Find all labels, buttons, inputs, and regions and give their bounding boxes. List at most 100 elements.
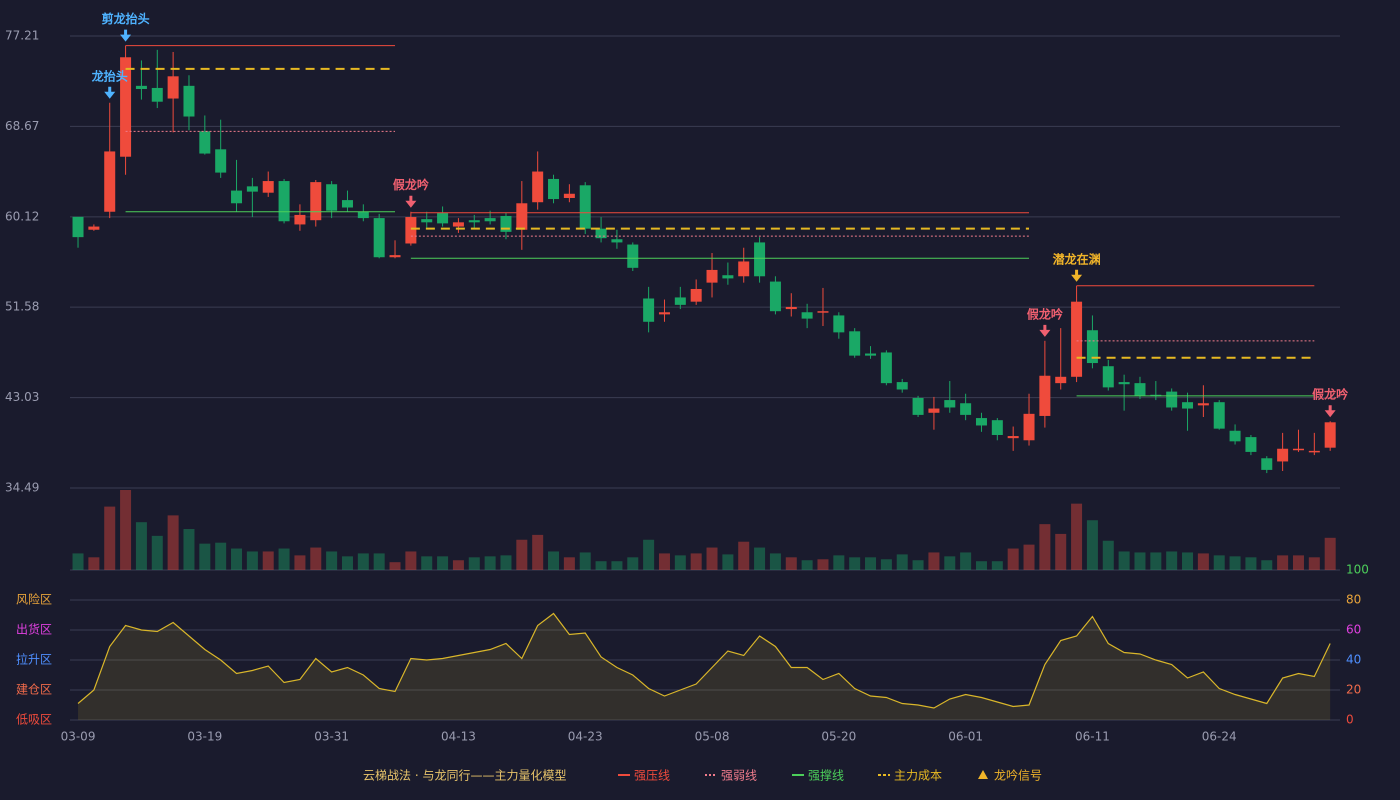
- volume-bar: [294, 555, 306, 570]
- volume-bar: [1292, 555, 1304, 570]
- candle-body: [690, 288, 702, 302]
- volume-bar: [389, 562, 401, 570]
- signal-label: 剪龙抬头: [102, 11, 150, 26]
- volume-bar: [88, 557, 100, 570]
- volume-bar: [310, 547, 322, 570]
- volume-bar: [1071, 503, 1083, 570]
- legend-label: 强撑线: [808, 768, 844, 783]
- candle-body: [880, 352, 892, 384]
- volume-bar: [1277, 555, 1289, 570]
- x-tick-label: 06-24: [1202, 730, 1237, 744]
- volume-bar: [72, 553, 84, 570]
- volume-bar: [500, 555, 512, 570]
- volume-bar: [120, 490, 132, 570]
- candle-body: [1166, 391, 1178, 408]
- candle-body: [1023, 413, 1035, 441]
- volume-bar: [706, 547, 718, 570]
- volume-bar: [278, 548, 290, 570]
- candle-body: [421, 219, 433, 223]
- osc-line: [77, 612, 1331, 709]
- zone-label: 风险区: [16, 592, 52, 607]
- candle-body: [658, 312, 670, 315]
- volume-bar: [484, 556, 496, 570]
- candle-body: [1182, 402, 1194, 409]
- candle-body: [167, 76, 179, 99]
- candle-body: [960, 403, 972, 415]
- candle-body: [579, 185, 591, 229]
- volume-bar: [611, 561, 623, 570]
- osc-tick-label: 80: [1346, 593, 1361, 607]
- candle-body: [389, 255, 401, 258]
- candle-body: [452, 222, 464, 227]
- candle-body: [1229, 430, 1241, 442]
- candle-body: [231, 190, 243, 204]
- candle-body: [1308, 450, 1320, 453]
- volume-bar: [246, 551, 258, 570]
- volume-bar: [865, 557, 877, 570]
- volume-bar: [468, 557, 480, 570]
- volume-bar: [1150, 552, 1162, 570]
- candle-body: [215, 149, 227, 173]
- candle-body: [120, 57, 132, 157]
- volume-bar: [1118, 551, 1130, 570]
- volume-bar: [722, 554, 734, 570]
- candle-body: [706, 269, 718, 283]
- volume-bar: [516, 539, 528, 570]
- candle-body: [785, 306, 797, 310]
- legend-symbol: [978, 770, 988, 779]
- candle-body: [135, 85, 147, 90]
- candle-body: [611, 239, 623, 243]
- candle-body: [437, 212, 449, 224]
- candle-body: [548, 178, 560, 200]
- signal-arrow: [104, 86, 116, 99]
- volume-bar: [1134, 552, 1146, 570]
- candle-body: [1134, 383, 1146, 396]
- volume-bar: [595, 561, 607, 570]
- volume-bar: [801, 560, 813, 570]
- candle-body: [833, 315, 845, 333]
- volume-bar: [231, 548, 243, 570]
- volume-bar: [738, 541, 750, 570]
- x-tick-label: 03-19: [187, 730, 222, 744]
- volume-bar: [357, 553, 369, 570]
- volume-bar: [199, 543, 211, 570]
- x-tick-label: 06-11: [1075, 730, 1110, 744]
- y-tick-label: 77.21: [5, 29, 39, 43]
- volume-bar: [674, 555, 686, 570]
- volume-bar: [769, 553, 781, 570]
- volume-bar: [849, 557, 861, 570]
- zone-label: 建仓区: [16, 683, 52, 697]
- signal-arrow: [1039, 324, 1051, 337]
- volume-bar: [912, 560, 924, 570]
- candle-body: [341, 200, 353, 208]
- volume-bar: [104, 506, 116, 570]
- legend-label: 主力成本: [894, 769, 942, 783]
- y-tick-label: 43.03: [5, 390, 39, 404]
- candle-body: [1261, 458, 1273, 470]
- y-tick-label: 34.49: [5, 481, 39, 495]
- osc-tick-label: 40: [1346, 653, 1361, 667]
- candle-body: [817, 311, 829, 313]
- candle-body: [944, 400, 956, 408]
- candle-body: [1055, 376, 1067, 384]
- candle-body: [516, 203, 528, 230]
- candle-body: [183, 85, 195, 117]
- volume-bar: [1197, 553, 1209, 570]
- candle-body: [500, 215, 512, 232]
- candle-body: [754, 242, 766, 277]
- legend-label: 强压线: [634, 769, 670, 783]
- candle-body: [310, 182, 322, 221]
- candle-body: [1213, 402, 1225, 429]
- volume-bar: [658, 553, 670, 570]
- x-tick-label: 03-09: [61, 730, 96, 744]
- volume-bar: [1308, 557, 1320, 570]
- candle-body: [849, 331, 861, 356]
- candle-body: [1007, 436, 1019, 439]
- volume-bar: [341, 556, 353, 570]
- volume-bar: [373, 553, 385, 570]
- candle-body: [991, 420, 1003, 435]
- candle-body: [468, 220, 480, 223]
- candle-body: [199, 131, 211, 154]
- zone-label: 拉升区: [16, 652, 52, 667]
